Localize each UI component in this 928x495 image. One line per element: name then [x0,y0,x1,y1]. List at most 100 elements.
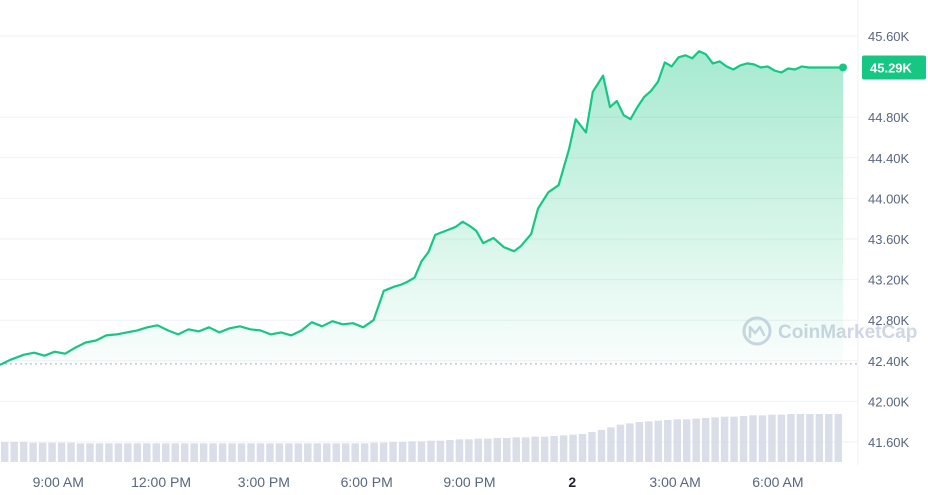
volume-bar [758,415,767,462]
volume-bar [521,437,530,462]
volume-bar [370,442,378,462]
volume-bar [730,416,738,462]
volume-bar [10,442,18,462]
volume-bar [664,420,672,462]
volume-bar [777,414,786,462]
volume-bar [275,443,284,462]
volume-bar [190,443,198,462]
y-axis-labels: 45.60K 44.80K 44.40K 44.00K 43.60K 43.20K 42.8… [868,29,910,450]
volume-bar [304,443,312,462]
volume-bar [199,443,208,462]
volume-bar [417,441,426,462]
volume-bar [57,442,66,462]
y-tick-label: 43.20K [868,273,910,288]
y-tick-label: 43.60K [868,232,910,247]
x-tick-label: 2 [568,474,576,490]
volume-bar [512,437,520,462]
current-price-dot [839,63,847,72]
volume-bar [171,443,179,462]
volume-bar [626,423,634,462]
volume-bar [825,414,833,462]
volume-bar [645,421,653,462]
volume-bar [266,443,274,462]
volume-bar [540,436,549,462]
price-tag-label: 45.29K [870,60,913,75]
volume-bar [143,443,151,462]
volume-bar [209,443,217,462]
volume-bar [616,424,625,462]
volume-bar [673,419,681,462]
volume-bar [806,414,814,462]
volume-bar [124,443,132,462]
volume-bar [162,443,170,462]
volume-bar [597,430,606,462]
current-price-tag: 45.29K [862,55,926,80]
volume-bar [408,441,416,462]
volume-bar [465,439,473,462]
volume-bar [67,442,75,462]
y-tick-label: 44.00K [868,191,910,206]
volume-bar [484,438,492,462]
volume-bar [237,443,246,462]
volume-bar [86,443,94,462]
volume-bar [133,443,142,462]
price-tag-background [862,55,926,80]
volume-bar [228,443,236,462]
x-tick-label: 3:00 AM [649,474,700,490]
x-tick-label: 6:00 AM [752,474,803,490]
volume-bar [76,443,85,462]
volume-bar [446,440,454,462]
x-tick-label: 9:00 PM [443,474,495,490]
volume-bar [796,414,805,462]
x-tick-label: 3:00 PM [238,474,290,490]
volume-bar [285,443,293,462]
volume-bar [256,443,265,462]
volume-bar [720,416,729,462]
volume-bar [218,443,227,462]
volume-bar [635,422,644,462]
volume-bar [1,442,9,462]
volume-bar [787,414,795,462]
volume-bar [351,443,359,462]
volume-bars [1,414,842,462]
volume-bar [152,443,161,462]
volume-bar [48,442,56,462]
volume-bar [114,443,123,462]
volume-bar [294,443,303,462]
volume-bar [474,438,483,462]
y-tick-label: 44.80K [868,110,910,125]
volume-bar [38,442,47,462]
volume-bar [427,440,435,462]
volume-bar [550,436,558,462]
volume-bar [692,418,700,462]
volume-bar [341,443,350,462]
volume-bar [654,420,663,462]
volume-bar [711,417,719,462]
y-tick-label: 42.40K [868,354,910,369]
volume-bar [739,416,748,462]
volume-bar [749,415,757,462]
y-tick-label: 42.00K [868,394,910,409]
volume-bar [95,443,104,462]
volume-bar [578,434,587,462]
x-tick-label: 12:00 PM [131,474,191,490]
y-tick-label: 45.60K [868,29,910,44]
volume-bar [379,442,388,462]
price-area-fill [0,51,843,365]
volume-bar [588,432,596,462]
volume-bar [607,427,615,462]
volume-bar [247,443,255,462]
volume-bar [436,440,445,462]
volume-bar [503,438,511,462]
volume-bar [389,442,397,462]
volume-bar [29,442,37,462]
volume-bar [569,434,577,462]
volume-bar [701,418,710,462]
x-tick-label: 9:00 AM [33,474,84,490]
volume-bar [398,442,407,462]
y-tick-label: 41.60K [868,435,910,450]
price-line [0,50,843,366]
volume-bar [19,442,28,462]
